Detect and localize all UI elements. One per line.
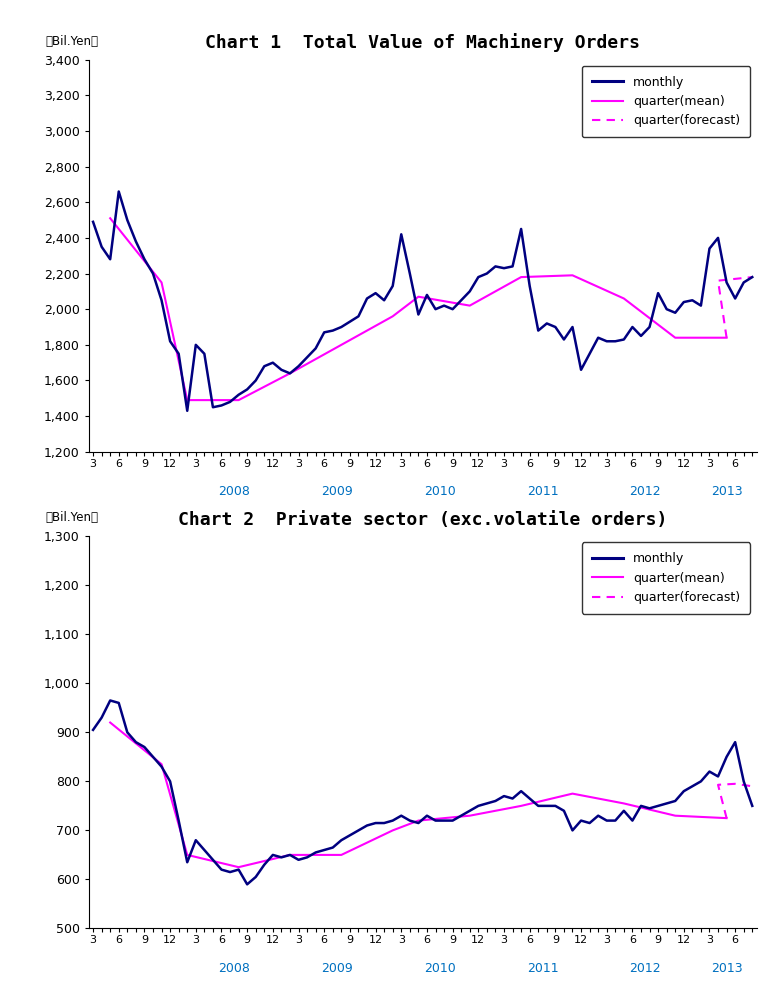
Legend: monthly, quarter(mean), quarter(forecast): monthly, quarter(mean), quarter(forecast… — [582, 66, 750, 137]
Text: 2011: 2011 — [527, 486, 558, 498]
Title: Chart 2  Private sector (exc.volatile orders): Chart 2 Private sector (exc.volatile ord… — [178, 511, 667, 529]
Text: 2009: 2009 — [321, 486, 353, 498]
Text: 2010: 2010 — [424, 486, 455, 498]
Text: 2008: 2008 — [218, 962, 250, 975]
Text: 2009: 2009 — [321, 962, 353, 975]
Title: Chart 1  Total Value of Machinery Orders: Chart 1 Total Value of Machinery Orders — [205, 34, 640, 53]
Text: （Bil.Yen）: （Bil.Yen） — [46, 35, 98, 48]
Text: 2013: 2013 — [711, 486, 743, 498]
Text: 2008: 2008 — [218, 486, 250, 498]
Text: 2011: 2011 — [527, 962, 558, 975]
Text: 2010: 2010 — [424, 962, 455, 975]
Text: 2012: 2012 — [629, 962, 661, 975]
Text: 2013: 2013 — [711, 962, 743, 975]
Text: （Bil.Yen）: （Bil.Yen） — [46, 511, 98, 524]
Legend: monthly, quarter(mean), quarter(forecast): monthly, quarter(mean), quarter(forecast… — [582, 542, 750, 614]
Text: 2012: 2012 — [629, 486, 661, 498]
